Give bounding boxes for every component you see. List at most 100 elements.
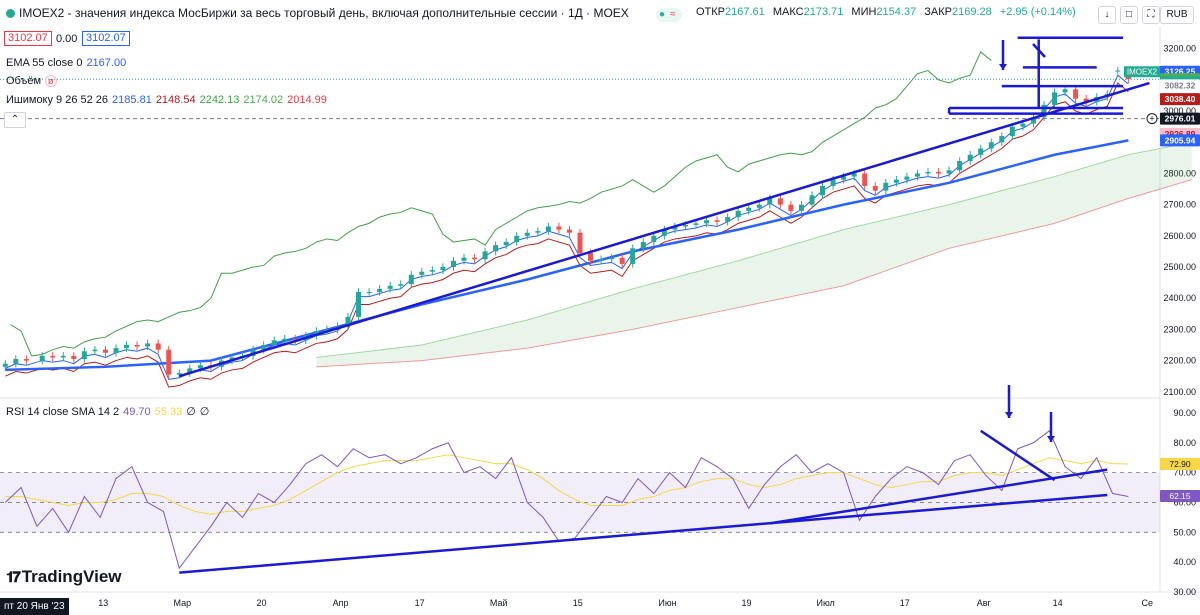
price-tick-label: 2700.00 [1163,200,1196,210]
candle-body [524,232,530,236]
rsi-tick-label: 60.00 [1173,497,1196,507]
ema-line [5,139,1129,372]
ichimoku-lagging-value: 2242.13 [199,94,240,106]
time-tick-label: Июл [816,598,834,608]
ichimoku-base-value: 2148.54 [155,94,196,106]
candle-body [166,349,172,375]
rsi-legend[interactable]: RSI 14 close SMA 14 2 49.70 55.33 ∅ ∅ [6,405,213,419]
ema-legend-value: 2167.00 [86,57,127,69]
rsi-value: 49.70 [123,406,151,418]
candle-body [113,348,119,353]
candle-body [925,171,931,174]
candle-body [651,235,657,243]
low-label: МИН [851,6,877,18]
ohlc-readout: ОТКР2167.61 МАКС2173.71 МИН2154.37 ЗАКР2… [696,6,1081,18]
tradingview-icon: 𝟏𝟕 [6,569,21,586]
time-tick-label: Се [1142,598,1154,608]
ichimoku-lagging-line [10,51,992,357]
rsi-tick-label: 70.00 [1173,468,1196,478]
currency-button[interactable]: RUB [1160,6,1194,24]
arrow-down-icon[interactable]: ↓ [1098,6,1116,24]
symbol-title[interactable]: IMOEX2 - значения индекса МосБиржи за ве… [6,6,629,20]
rsi-empty-2: ∅ [199,406,210,418]
candle-body [735,210,741,218]
chart-header: IMOEX2 - значения индекса МосБиржи за ве… [0,0,1200,26]
trendline-rsi-lower [179,493,1108,574]
square-icon[interactable]: □ [1120,6,1138,24]
symbol-tag-label: IMOEX2 [1127,67,1158,76]
candle-body [472,257,478,260]
price-tick-label: 2300.00 [1163,324,1196,334]
sell-button[interactable]: 3102.07 [4,31,52,46]
rsi-axis-tag-label: 72.90 [1169,459,1191,469]
arrow-down-2-head [1005,412,1013,418]
candle-body [13,359,19,364]
candle-body [377,288,383,292]
price-tick-label: 2400.00 [1163,293,1196,303]
trendline-main [178,81,1150,378]
price-axis-tag-label: 3038.40 [1165,94,1196,104]
candle-body [746,207,752,211]
price-axis-tag-label: 2905.94 [1165,135,1196,145]
candle-body [767,198,773,205]
candle-body [71,355,77,360]
hidden-icon[interactable]: ø [45,75,57,87]
rsi-tick-label: 50.00 [1173,527,1196,537]
candle-body [1009,126,1015,137]
open-value: 2167.61 [725,6,765,18]
ema-legend-label: EMA 55 close 0 [6,57,83,69]
candle-body [408,274,414,285]
candle-body [356,291,362,317]
candle-body [176,373,182,375]
wave-icon: ≈ [670,9,676,20]
time-tick-label: Апр [333,598,349,608]
price-axis-tag [1160,93,1200,106]
candle-body [756,204,762,208]
candle-body [640,242,646,249]
candle-body [936,171,942,174]
candle-body [102,349,108,353]
rsi-tick-label: 90.00 [1173,408,1196,418]
rsi-tick-label: 80.00 [1173,438,1196,448]
price-axis-tag-label: 3126.25 [1165,67,1196,77]
candle-body [261,344,267,350]
candle-body [809,195,815,205]
candle-body [81,351,87,360]
candle-body [514,235,520,243]
candle-body [914,173,920,177]
rsi-axis-tag-label: 62.15 [1169,491,1191,501]
fullscreen-icon[interactable]: ⛶ [1142,6,1160,24]
candle-body [1115,70,1121,72]
rsi-axis-tag [1160,490,1200,503]
candle-body [482,251,488,260]
price-tick-label: 2100.00 [1163,387,1196,397]
indicator-toggle[interactable]: ● ≈ [656,8,682,22]
buy-button[interactable]: 3102.07 [82,31,130,46]
candle-body [440,267,446,271]
candle-body [60,355,66,358]
collapse-legend-button[interactable]: ⌃ [4,112,26,128]
candle-body [777,198,783,205]
price-tick-label: 3000.00 [1163,106,1196,116]
candle-body [946,170,952,174]
time-tick-label: Июн [658,598,676,608]
volume-legend[interactable]: Объём ø [6,74,61,88]
time-tick-label: Мар [174,598,192,608]
ema-legend[interactable]: EMA 55 close 0 2167.00 [6,56,130,70]
candle-body [1020,123,1026,127]
rsi-sma-value: 55.33 [154,406,183,418]
rsi-legend-label: RSI 14 close SMA 14 2 [6,406,120,418]
symbol-tag [1124,66,1160,78]
candle-body [92,349,98,352]
candle-body [682,224,688,227]
tradingview-logo[interactable]: 𝟏𝟕 TradingView [6,567,122,587]
price-axis-tag [1160,134,1200,147]
time-tick-label: 14 [1053,598,1063,608]
candle-body [672,226,678,230]
candle-body [851,173,857,177]
candle-body [820,185,826,196]
candle-body [1052,92,1058,105]
ichimoku-legend[interactable]: Ишимоку 9 26 52 26 2185.81 2148.54 2242.13 2… [6,93,331,107]
candle-body [1041,104,1047,118]
